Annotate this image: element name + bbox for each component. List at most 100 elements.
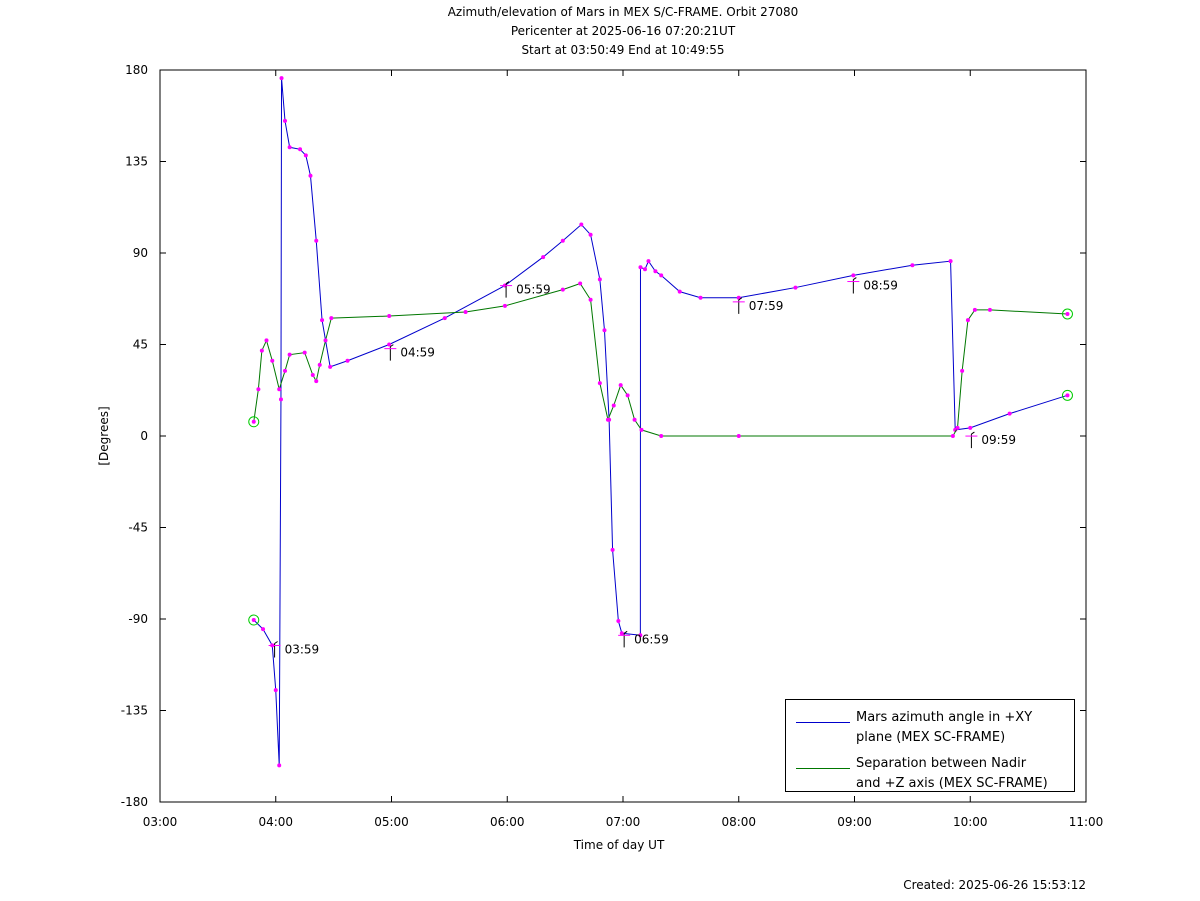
point-marker (302, 350, 307, 355)
point-marker (588, 297, 593, 302)
point-marker (387, 342, 392, 347)
point-marker (279, 76, 284, 81)
y-tick-label: 180 (125, 63, 148, 77)
y-axis-label: [Degrees] (97, 406, 111, 465)
annotation: 08:59 (863, 279, 898, 293)
point-marker (256, 387, 261, 392)
annotation: 07:59 (749, 299, 784, 313)
x-tick-label: 09:00 (837, 815, 872, 829)
x-tick-label: 10:00 (953, 815, 988, 829)
x-tick-label: 07:00 (606, 815, 641, 829)
point-marker (597, 277, 602, 282)
y-tick-label: 90 (133, 246, 148, 260)
point-marker (677, 289, 682, 294)
y-tick-label: 45 (133, 338, 148, 352)
point-marker (320, 318, 325, 323)
point-marker (387, 314, 392, 319)
x-tick-label: 06:00 (490, 815, 525, 829)
point-marker (965, 318, 970, 323)
point-marker (659, 434, 664, 438)
endpoint-marker (248, 416, 260, 428)
point-marker (1065, 312, 1070, 316)
point-marker (345, 358, 350, 363)
annotation-pointer (970, 431, 975, 449)
point-marker (948, 259, 953, 264)
point-marker (910, 263, 915, 268)
annotation: 06:59 (634, 632, 669, 646)
point-marker (251, 419, 256, 424)
point-marker (298, 147, 303, 152)
point-marker (579, 222, 584, 227)
point-marker (619, 631, 624, 636)
point-marker (588, 232, 593, 237)
point-marker (259, 348, 264, 353)
x-tick-label: 11:00 (1069, 815, 1104, 829)
annotation-pointer (274, 641, 278, 658)
y-tick-label: -135 (121, 704, 148, 718)
y-tick-label: -45 (128, 521, 148, 535)
point-marker (283, 118, 288, 123)
legend-swatch (796, 768, 850, 769)
point-marker (308, 173, 313, 178)
point-marker (264, 338, 269, 343)
annotation-pointer (389, 344, 394, 361)
point-marker (1065, 393, 1070, 398)
point-marker (950, 434, 955, 438)
annotation: 03:59 (285, 643, 320, 657)
legend-label: Mars azimuth angle in +XY plane (MEX SC-… (856, 710, 1033, 745)
annotation-pointer (852, 277, 857, 294)
point-marker (638, 633, 643, 638)
point-marker (698, 295, 703, 300)
point-marker (602, 328, 607, 333)
chart-subtitle: Pericenter at 2025-06-16 07:20:21UT (511, 24, 736, 38)
y-tick-label: -180 (121, 795, 148, 809)
point-marker (270, 358, 275, 363)
point-marker (642, 267, 647, 272)
point-marker (659, 273, 664, 278)
point-marker (639, 427, 644, 432)
x-tick-label: 03:00 (143, 815, 178, 829)
point-marker (502, 303, 507, 308)
legend-label: Separation between Nadir and +Z axis (ME… (856, 756, 1048, 791)
point-marker (541, 255, 546, 260)
y-tick-label: 0 (140, 429, 148, 443)
point-marker (616, 619, 621, 624)
legend-swatch (796, 722, 850, 723)
endpoint-marker (248, 614, 260, 626)
annotation-pointer (738, 297, 743, 314)
point-marker (560, 238, 565, 243)
y-tick-label: 135 (125, 155, 148, 169)
point-marker (303, 153, 308, 158)
annotation: 04:59 (400, 346, 435, 360)
annotation: 05:59 (516, 283, 551, 297)
point-marker (972, 307, 977, 312)
point-marker (283, 368, 288, 373)
point-marker (646, 259, 651, 264)
x-tick-label: 04:00 (258, 815, 293, 829)
point-marker (968, 425, 973, 430)
point-marker (618, 383, 623, 388)
point-marker (736, 434, 741, 438)
point-marker (955, 425, 960, 430)
point-marker (605, 417, 610, 422)
point-marker (328, 364, 333, 369)
footnote: Created: 2025-06-26 15:53:12 (903, 878, 1086, 892)
x-axis-label: Time of day UT (573, 838, 665, 852)
point-marker (277, 387, 282, 392)
point-marker (793, 285, 798, 290)
chart-title: Azimuth/elevation of Mars in MEX S/C-FRA… (448, 5, 799, 19)
chart-subtitle: Start at 03:50:49 End at 10:49:55 (521, 43, 724, 57)
point-marker (277, 763, 282, 768)
point-marker (463, 309, 468, 314)
point-marker (442, 316, 447, 321)
point-marker (323, 338, 328, 343)
legend: Mars azimuth angle in +XY plane (MEX SC-… (785, 699, 1075, 792)
endpoint-marker (1061, 389, 1073, 401)
point-marker (287, 145, 292, 150)
point-marker (610, 547, 615, 552)
series-line (253, 282, 1068, 437)
point-marker (611, 403, 616, 408)
series-line (253, 78, 1068, 766)
